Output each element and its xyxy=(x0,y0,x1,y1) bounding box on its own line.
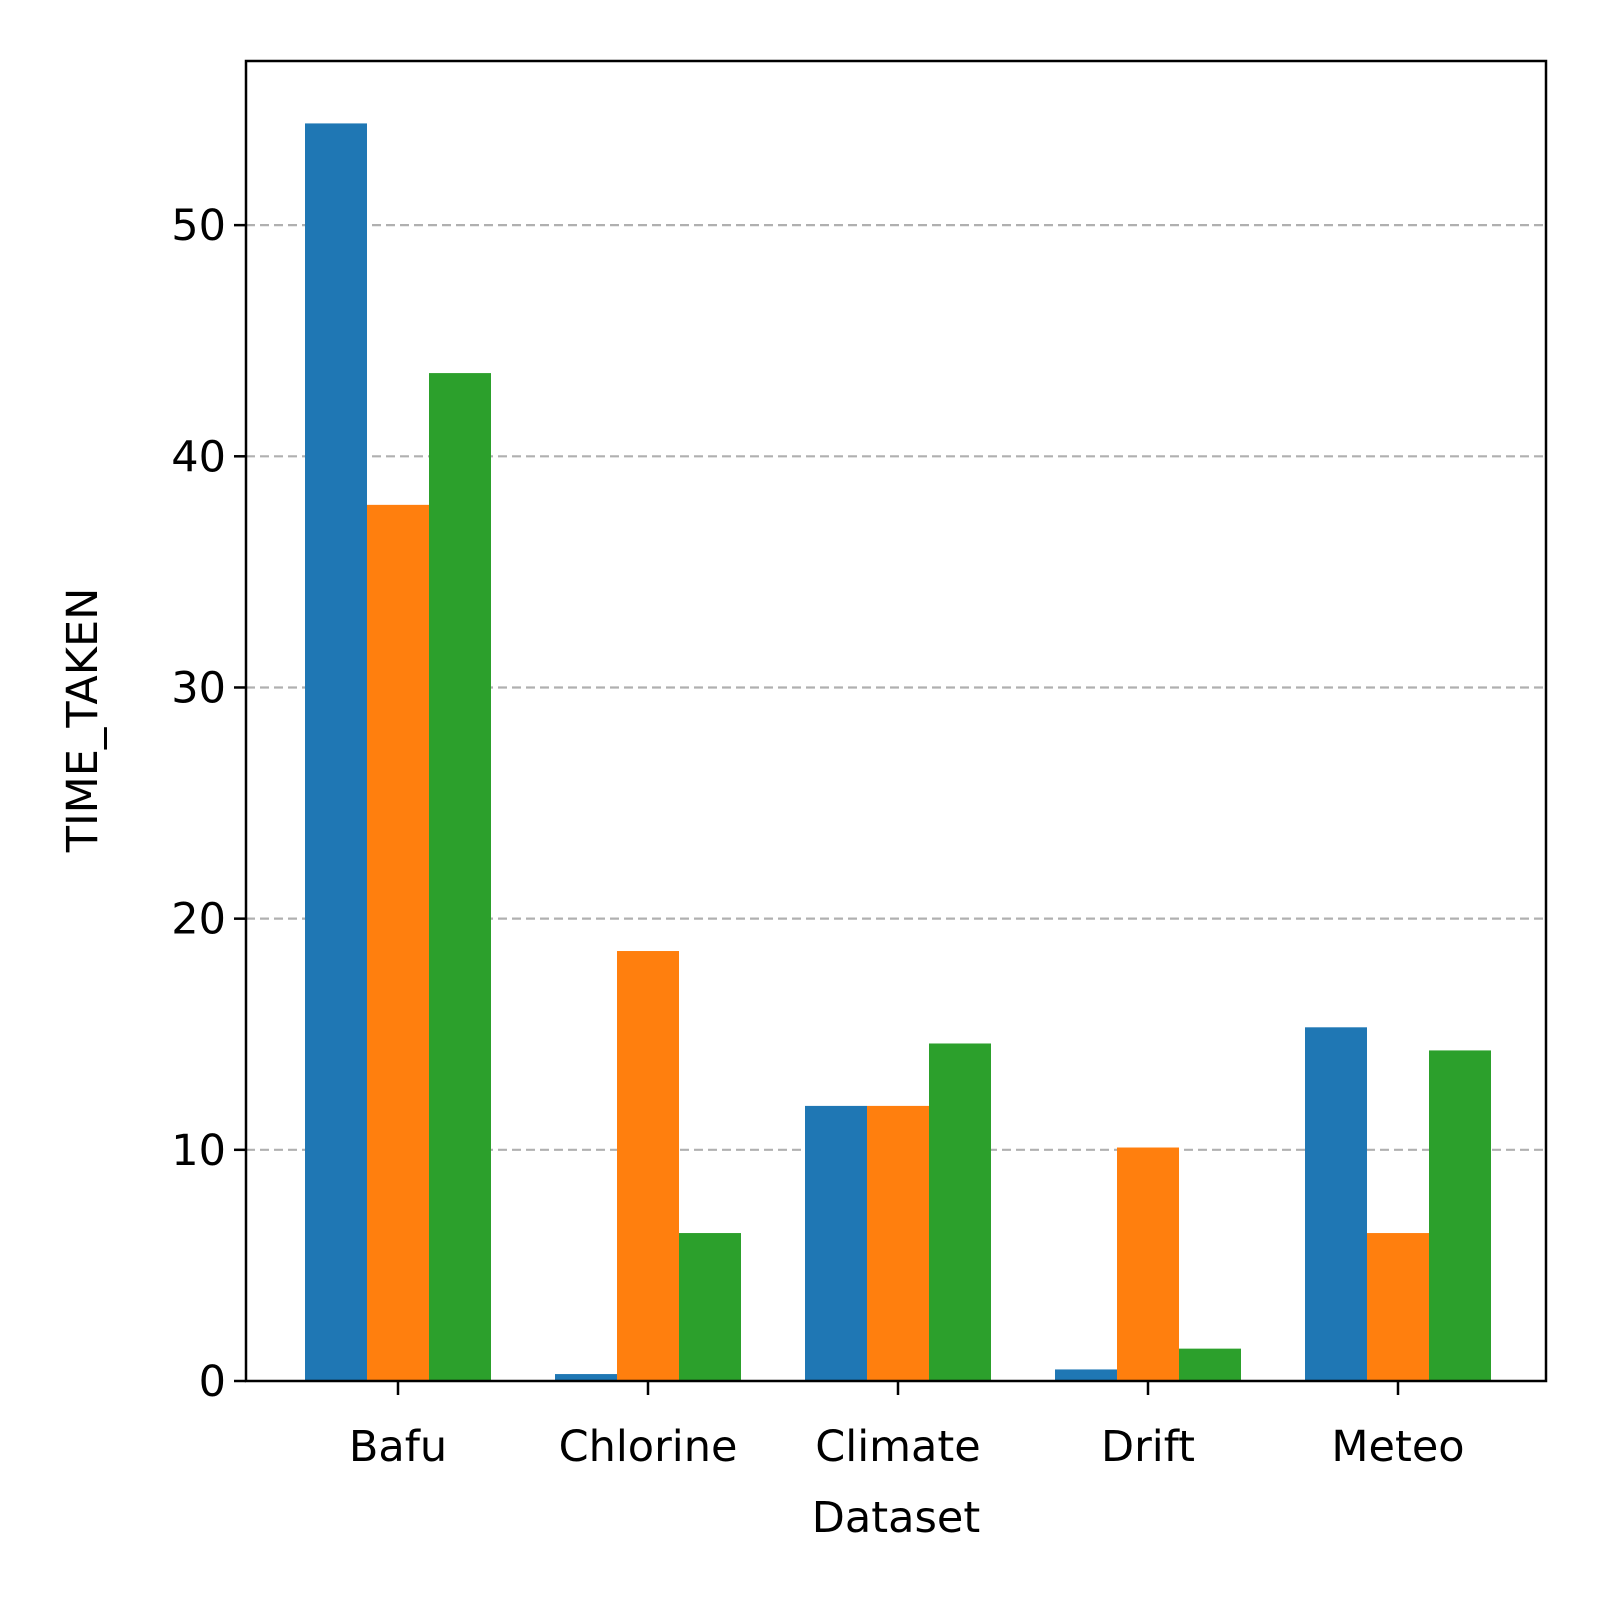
y-tick-label: 30 xyxy=(171,663,226,713)
bars xyxy=(305,123,1491,1382)
y-tick-label: 10 xyxy=(171,1126,226,1176)
y-tick-label: 20 xyxy=(171,895,226,945)
bar-climate-s3 xyxy=(929,1043,991,1381)
bar-drift-s1 xyxy=(1055,1369,1117,1381)
bar-chlorine-s3 xyxy=(679,1233,741,1381)
bar-climate-s1 xyxy=(805,1105,867,1381)
y-axis-label: TIME_TAKEN xyxy=(58,588,108,854)
x-tick-label: Climate xyxy=(815,1422,980,1472)
y-axis-ticks: 0 10 20 30 40 50 xyxy=(171,201,246,1407)
bar-chlorine-s1 xyxy=(555,1374,617,1381)
x-axis-label: Dataset xyxy=(812,1493,980,1543)
bar-drift-s2 xyxy=(1117,1147,1179,1381)
x-tick-label: Chlorine xyxy=(559,1422,738,1472)
y-tick-label: 40 xyxy=(171,432,226,482)
x-tick-label: Bafu xyxy=(349,1422,447,1472)
bar-bafu-s2 xyxy=(367,504,429,1381)
bar-chlorine-s2 xyxy=(617,951,679,1381)
bar-meteo-s1 xyxy=(1305,1027,1367,1381)
x-tick-label: Meteo xyxy=(1331,1422,1464,1472)
bar-meteo-s2 xyxy=(1367,1233,1429,1381)
bar-climate-s2 xyxy=(867,1105,929,1381)
bar-bafu-s3 xyxy=(429,373,491,1381)
x-tick-label: Drift xyxy=(1101,1422,1195,1472)
bar-meteo-s3 xyxy=(1429,1050,1491,1381)
y-tick-label: 0 xyxy=(199,1357,226,1407)
bar-drift-s3 xyxy=(1179,1348,1241,1381)
plot-frame xyxy=(244,59,1548,1383)
bar-bafu-s1 xyxy=(305,123,367,1382)
y-tick-label: 50 xyxy=(171,201,226,251)
x-axis-ticks: Bafu Chlorine Climate Drift Meteo xyxy=(349,1381,1465,1472)
